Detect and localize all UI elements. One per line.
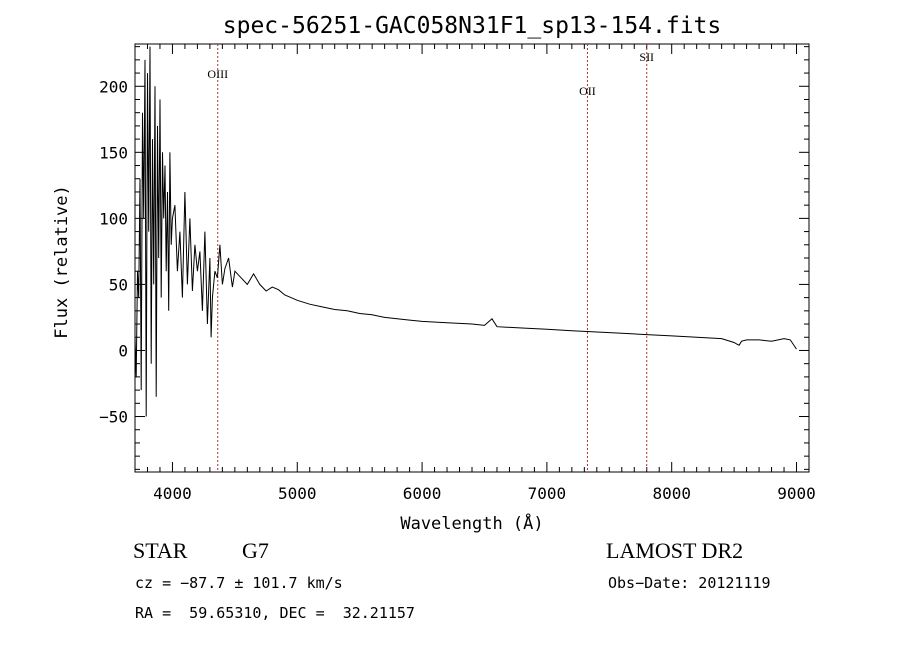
y-tick-label: −50 [99,408,128,427]
y-tick-label: 100 [99,209,128,228]
x-tick-label: 9000 [777,484,816,503]
x-tick-label: 4000 [153,484,192,503]
emission-line-markers: OIII OII SII [207,44,654,472]
y-tick-label: 0 [118,341,128,360]
x-tick-label: 8000 [652,484,691,503]
object-type: STAR [133,538,188,563]
y-axis-label: Flux (relative) [52,185,72,339]
x-tick-label: 5000 [278,484,317,503]
emission-line-label: OIII [207,67,228,81]
survey-name: LAMOST DR2 [606,538,744,563]
emission-line-label: SII [639,50,654,64]
x-tick-label: 7000 [528,484,567,503]
y-tick-label: 50 [109,275,128,294]
spectrum-line [134,46,797,417]
chart-title: spec-56251-GAC058N31F1_sp13-154.fits [223,13,722,39]
obs-date: Obs−Date: 20121119 [608,574,771,592]
emission-line-label: OII [579,84,596,98]
coordinates: RA = 59.65310, DEC = 32.21157 [135,604,415,622]
y-tick-label: 200 [99,77,128,96]
redshift-cz: cz = −87.7 ± 101.7 km/s [135,574,343,592]
x-axis-label: Wavelength (Å) [400,512,543,534]
x-tick-label: 6000 [403,484,442,503]
x-axis-ticks: 4000 5000 6000 7000 8000 9000 [146,44,816,503]
y-axis-ticks: −50 0 50 100 150 200 [99,46,809,470]
plot-frame [134,43,810,473]
y-tick-label: 150 [99,143,128,162]
subclass: G7 [242,538,269,563]
